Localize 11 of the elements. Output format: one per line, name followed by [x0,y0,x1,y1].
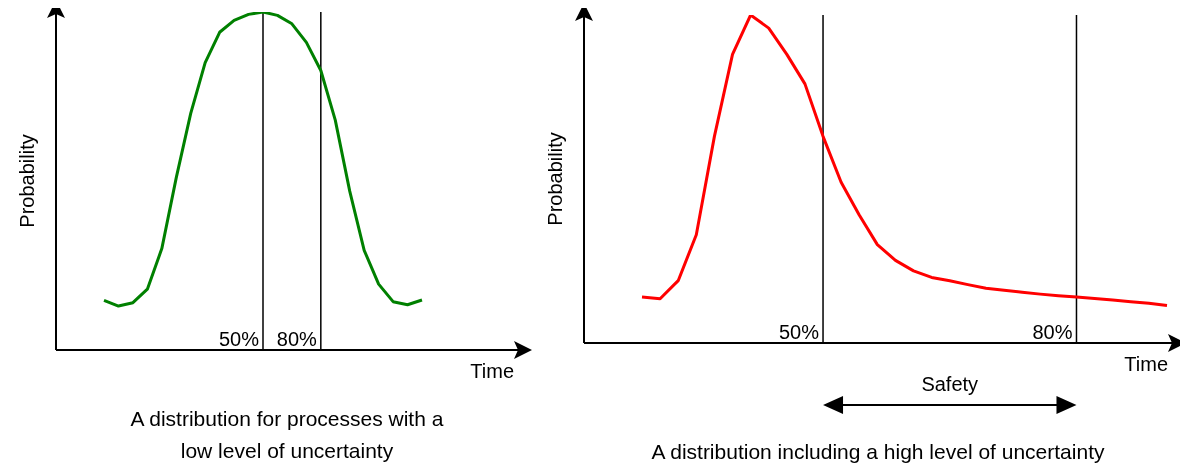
text: A distribution including a high level of uncertainty [650,439,1106,465]
y-axis-title: Probability [544,132,566,226]
y-axis-title: Probability [16,134,38,228]
x-axis-title: Time [470,360,514,382]
annotation: 50% [218,328,260,350]
text: Safety [921,373,979,395]
annotation: 50% [779,321,820,343]
annotation: 80% [276,328,318,350]
x-axis-title: Time [1124,353,1168,375]
annotation: 80% [1032,321,1073,343]
text: A distribution for processes with a low level of uncertainty [129,406,445,464]
